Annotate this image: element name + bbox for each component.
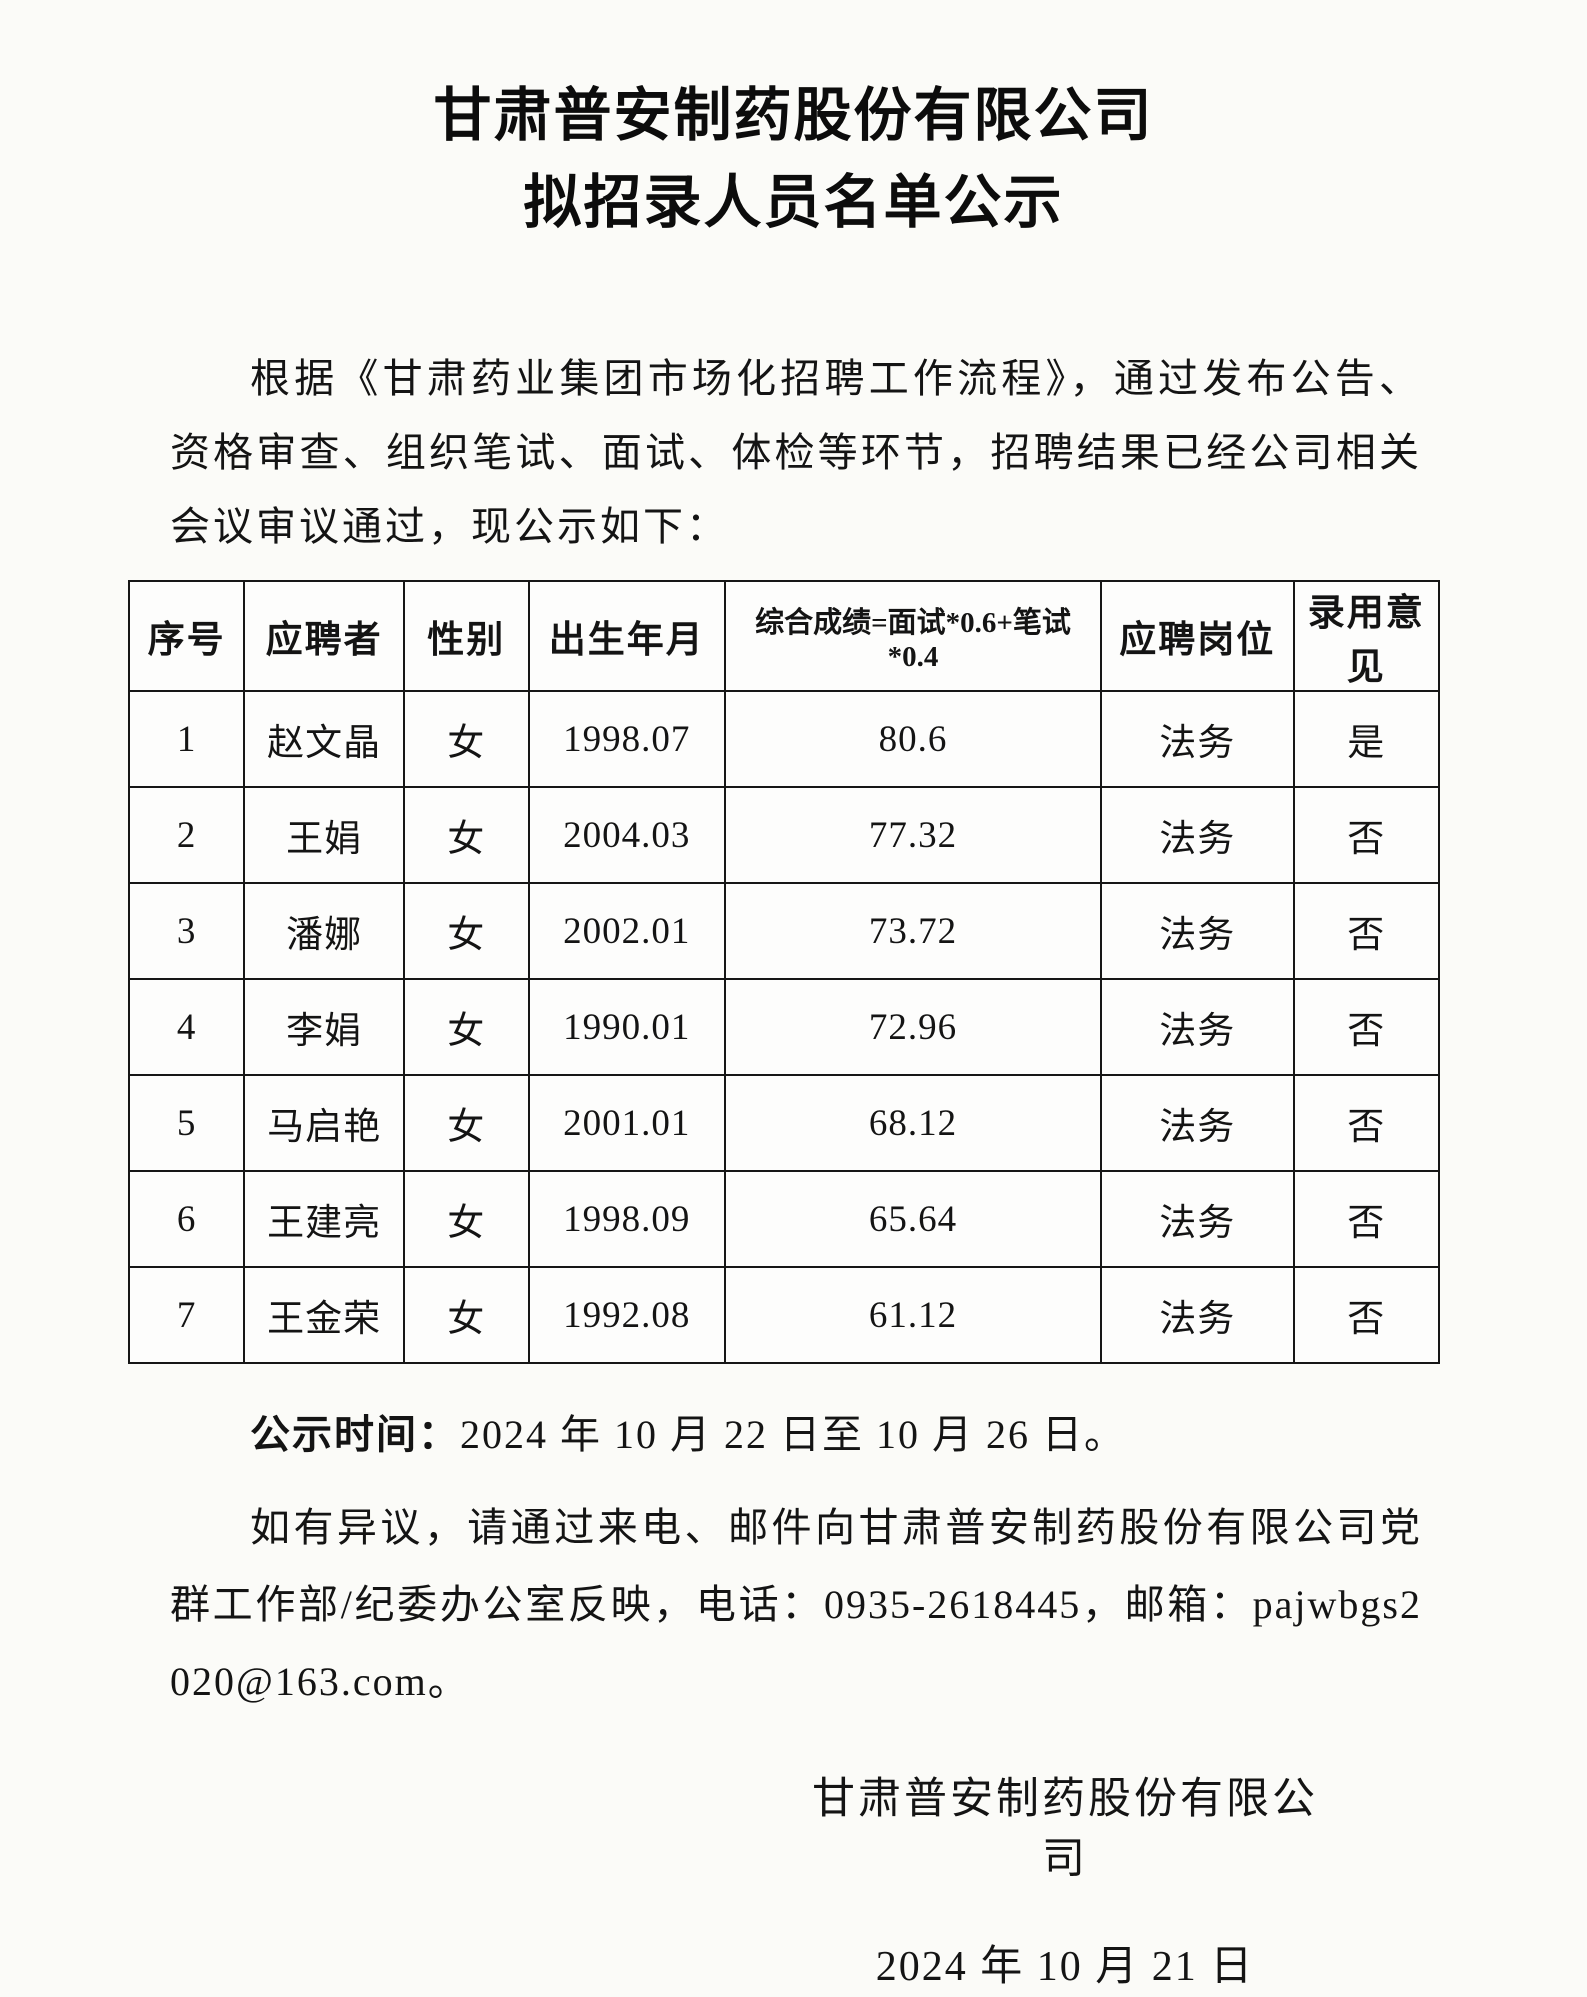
table-header-row: 序号 应聘者 性别 出生年月 综合成绩=面试*0.6+笔试*0.4 应聘岗位 录用意见 (127, 580, 1441, 692)
table-cell: 1992.08 (527, 1266, 727, 1364)
table-cell: 5 (127, 1074, 246, 1172)
table-cell: 法务 (1099, 1074, 1295, 1172)
table-cell: 7 (127, 1266, 246, 1364)
column-header: 序号 (127, 580, 246, 692)
publicity-time-value: 2024 年 10 月 22 日至 10 月 26 日。 (460, 1412, 1126, 1457)
document-title-line2: 拟招录人员名单公示 (523, 170, 1064, 235)
table-cell: 王建亮 (243, 1170, 406, 1268)
table-cell: 1990.01 (527, 978, 727, 1076)
table-cell: 法务 (1099, 786, 1295, 884)
column-header: 出生年月 (527, 580, 727, 692)
table-cell: 法务 (1099, 1266, 1295, 1364)
table-cell: 1998.07 (527, 690, 727, 788)
table-cell: 否 (1292, 786, 1441, 884)
table-cell: 法务 (1099, 1170, 1295, 1268)
intro-paragraph: 根据《甘肃药业集团市场化招聘工作流程》，通过发布公告、资格审查、组织笔试、面试、… (170, 356, 1422, 549)
table-row: 3 潘娜女 2002.01 73.72 法务否 (127, 882, 1441, 980)
table-cell: 2004.03 (527, 786, 727, 884)
table-cell: 4 (127, 978, 246, 1076)
table-cell: 是 (1292, 690, 1441, 788)
signature-company: 甘肃普安制药股份有限公司 (812, 1776, 1318, 1884)
table-cell: 68.12 (724, 1074, 1102, 1172)
table-cell: 王金荣 (243, 1266, 406, 1364)
table-cell: 否 (1292, 1074, 1441, 1172)
table-cell: 女 (403, 1074, 530, 1172)
table-row: 6 王建亮女 1998.09 65.64 法务否 (127, 1170, 1441, 1268)
table-cell: 61.12 (724, 1266, 1102, 1364)
table-cell: 马启艳 (243, 1074, 406, 1172)
table-cell: 女 (403, 1170, 530, 1268)
table-cell: 法务 (1099, 690, 1295, 788)
column-header: 性别 (403, 580, 530, 692)
table-cell: 2002.01 (527, 882, 727, 980)
objection-paragraph: 如有异议，请通过来电、邮件向甘肃普安制药股份有限公司党群工作部/纪委办公室反映，… (170, 1505, 1422, 1704)
table-cell: 3 (127, 882, 246, 980)
table-cell: 65.64 (724, 1170, 1102, 1268)
table-cell: 72.96 (724, 978, 1102, 1076)
table-cell: 王娟 (243, 786, 406, 884)
table-cell: 女 (403, 882, 530, 980)
table-cell: 77.32 (724, 786, 1102, 884)
column-header: 综合成绩=面试*0.6+笔试*0.4 (724, 580, 1102, 692)
table-cell: 女 (403, 1266, 530, 1364)
table-cell: 女 (403, 786, 530, 884)
table-cell: 6 (127, 1170, 246, 1268)
table-cell: 潘娜 (243, 882, 406, 980)
table-cell: 否 (1292, 978, 1441, 1076)
table-cell: 法务 (1099, 882, 1295, 980)
signature-block: 甘肃普安制药股份有限公司 2024 年 10 月 21 日 (800, 1770, 1330, 1997)
table-row: 5 马启艳女 2001.01 68.12 法务否 (127, 1074, 1441, 1172)
table-cell: 73.72 (724, 882, 1102, 980)
table-cell: 1 (127, 690, 246, 788)
table-cell: 2001.01 (527, 1074, 727, 1172)
table-row: 1 赵文晶女 1998.07 80.6 法务是 (127, 690, 1441, 788)
publicity-time-label: 公示时间： (250, 1412, 460, 1457)
column-header: 应聘岗位 (1099, 580, 1295, 692)
column-header: 录用意见 (1292, 580, 1441, 692)
column-header: 应聘者 (243, 580, 406, 692)
document-title-line1: 甘肃普安制药股份有限公司 (433, 83, 1154, 148)
table-cell: 李娟 (243, 978, 406, 1076)
table-cell: 法务 (1099, 978, 1295, 1076)
table-cell: 否 (1292, 882, 1441, 980)
table-row: 2 王娟女 2004.03 77.32 法务否 (127, 786, 1441, 884)
table-cell: 赵文晶 (243, 690, 406, 788)
table-cell: 否 (1292, 1170, 1441, 1268)
table-cell: 否 (1292, 1266, 1441, 1364)
publicity-time-line: 公示时间：2024 年 10 月 22 日至 10 月 26 日。 (170, 1398, 1422, 1472)
table-cell: 女 (403, 978, 530, 1076)
table-cell: 80.6 (724, 690, 1102, 788)
table-body: 1 赵文晶女 1998.07 80.6 法务是 2 王娟女 2004.03 77.32 法务否 3 潘… (127, 690, 1441, 1364)
signature-date: 2024 年 10 月 21 日 (875, 1944, 1255, 1991)
table-row: 4 李娟女 1990.01 72.96 法务否 (127, 978, 1441, 1076)
table-row: 7 王金荣女 1992.08 61.12 法务否 (127, 1266, 1441, 1364)
table-cell: 2 (127, 786, 246, 884)
document-title: 甘肃普安制药股份有限公司 拟招录人员名单公示 (0, 72, 1587, 246)
table-cell: 女 (403, 690, 530, 788)
table-cell: 1998.09 (527, 1170, 727, 1268)
